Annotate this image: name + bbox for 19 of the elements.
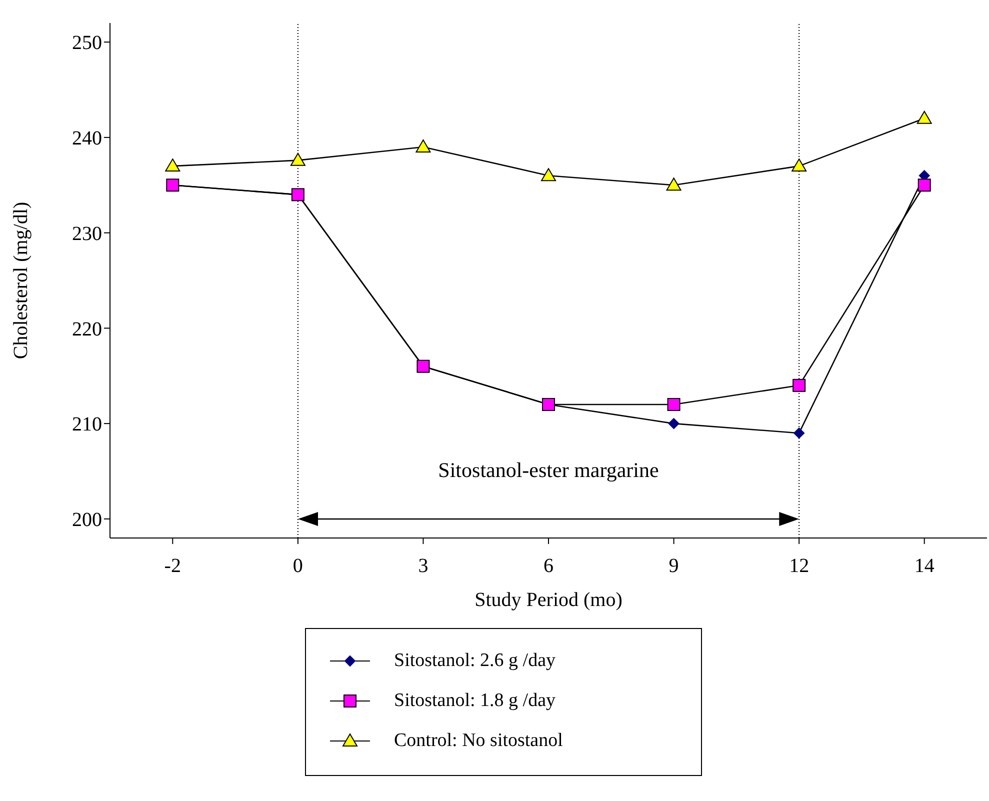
x-tick-label: 0	[292, 555, 303, 578]
annotation: Sitostanol-ester margarine	[437, 458, 660, 483]
x-tick-label: 3	[418, 555, 428, 578]
legend-label: Sitostanol: 1.8 g /day	[394, 690, 556, 712]
x-tick-label: -2	[164, 555, 181, 578]
x-tick-label: 14	[914, 555, 934, 578]
y-tick-label: 250	[72, 32, 102, 54]
y-tick-label: 200	[72, 509, 102, 532]
x-tick-label: 6	[544, 555, 554, 578]
y-tick-label: 210	[72, 414, 102, 436]
legend-label: Control: No sitostanol	[394, 730, 563, 752]
x-tick-label: 12	[789, 555, 810, 578]
y-axis-title: Cholesterol (mg/dl)	[10, 202, 32, 360]
y-tick-label: 230	[72, 222, 102, 245]
legend-label: Sitostanol: 2.6 g /day	[394, 650, 556, 672]
x-axis-title: Study Period (mo)	[474, 589, 622, 611]
y-tick-label: 220	[72, 318, 102, 340]
y-tick-label: 240	[72, 128, 102, 150]
x-tick-label: 9	[668, 555, 679, 578]
